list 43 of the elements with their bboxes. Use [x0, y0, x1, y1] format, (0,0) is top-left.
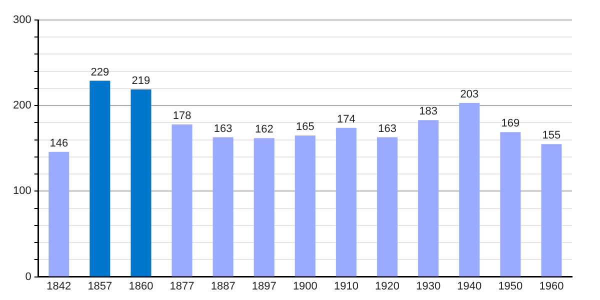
x-tick-label: 1877 — [170, 280, 194, 292]
bar — [500, 132, 521, 276]
x-tick-label: 1897 — [252, 280, 276, 292]
x-tick-label: 1910 — [334, 280, 358, 292]
bar — [377, 137, 398, 276]
x-tick-label: 1900 — [292, 280, 318, 292]
data-label: 163 — [214, 122, 232, 135]
bar — [48, 152, 70, 276]
data-label: 183 — [419, 106, 438, 118]
y-tick-label: 300 — [12, 14, 32, 26]
data-label: 229 — [90, 66, 110, 78]
data-label: 146 — [50, 137, 68, 150]
data-label: 169 — [501, 118, 520, 130]
x-tick-label: 1930 — [416, 280, 441, 292]
bar — [90, 80, 110, 276]
data-label: 203 — [460, 88, 479, 101]
data-label: 178 — [172, 110, 192, 122]
x-tick-label: 1950 — [498, 280, 523, 292]
x-tick-label: 1857 — [88, 280, 112, 292]
y-tick-label: 100 — [12, 185, 32, 198]
y-tick-label: 200 — [12, 100, 32, 112]
bar — [294, 136, 316, 276]
bar — [336, 128, 356, 276]
data-label: 165 — [296, 121, 314, 134]
bar — [130, 89, 152, 276]
x-tick-label: 1920 — [375, 280, 400, 292]
x-tick-label: 1842 — [46, 280, 72, 292]
data-label: 163 — [378, 122, 396, 135]
x-tick-label: 1940 — [457, 280, 482, 292]
bar — [212, 137, 234, 276]
x-tick-label: 1887 — [210, 280, 236, 292]
data-label: 162 — [254, 124, 274, 136]
x-tick-label: 1860 — [128, 280, 154, 292]
bar — [254, 138, 274, 276]
data-label: 155 — [542, 130, 561, 142]
bar — [172, 124, 192, 276]
data-label: 174 — [337, 113, 356, 126]
data-label: 219 — [132, 74, 150, 87]
y-tick-label: 0 — [25, 270, 32, 283]
x-tick-label: 1960 — [539, 280, 564, 292]
bar — [418, 120, 439, 276]
bar — [459, 103, 480, 276]
bar — [541, 144, 562, 276]
